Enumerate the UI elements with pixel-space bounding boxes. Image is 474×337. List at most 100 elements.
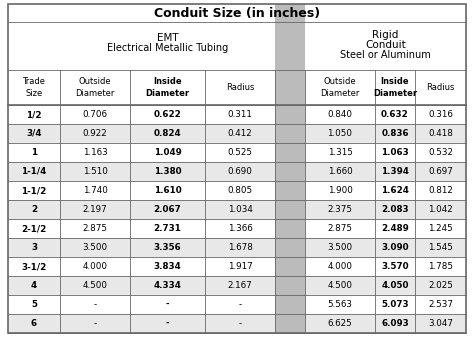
Text: 0.805: 0.805 — [228, 186, 253, 195]
Text: 1.917: 1.917 — [228, 262, 252, 271]
Text: 0.706: 0.706 — [82, 110, 108, 119]
Text: 1.245: 1.245 — [428, 224, 453, 233]
Text: Radius: Radius — [426, 83, 455, 92]
Text: 3-1/2: 3-1/2 — [21, 262, 46, 271]
Text: EMT: EMT — [157, 33, 178, 43]
Text: 0.311: 0.311 — [228, 110, 253, 119]
Text: 0.840: 0.840 — [328, 110, 353, 119]
Text: 2.067: 2.067 — [154, 205, 182, 214]
Text: Rigid: Rigid — [372, 30, 399, 40]
Text: 6.625: 6.625 — [328, 319, 352, 328]
Text: 5: 5 — [31, 300, 37, 309]
Text: 1-1/4: 1-1/4 — [21, 167, 46, 176]
Bar — [8, 238, 466, 257]
Text: 3.356: 3.356 — [154, 243, 182, 252]
Text: 1.050: 1.050 — [328, 129, 353, 138]
Text: 0.418: 0.418 — [428, 129, 453, 138]
Text: 4.500: 4.500 — [328, 281, 353, 290]
Text: Radius: Radius — [226, 83, 254, 92]
Text: 1: 1 — [31, 148, 37, 157]
Text: 1.394: 1.394 — [381, 167, 409, 176]
Text: 1.163: 1.163 — [82, 148, 108, 157]
Text: 0.532: 0.532 — [428, 148, 453, 157]
Text: Outside
Diameter: Outside Diameter — [75, 78, 115, 97]
Text: 3.834: 3.834 — [154, 262, 182, 271]
Text: Electrical Metallic Tubing: Electrical Metallic Tubing — [107, 43, 228, 53]
Text: 1.380: 1.380 — [154, 167, 182, 176]
Text: 0.690: 0.690 — [228, 167, 253, 176]
Text: 3/4: 3/4 — [26, 129, 42, 138]
Bar — [8, 162, 466, 181]
Text: 2.875: 2.875 — [328, 224, 353, 233]
Text: -: - — [238, 319, 242, 328]
Text: 6: 6 — [31, 319, 37, 328]
Text: 1.042: 1.042 — [428, 205, 453, 214]
Text: Inside
Diameter: Inside Diameter — [146, 78, 190, 97]
Text: 2.197: 2.197 — [82, 205, 108, 214]
Text: Outside
Diameter: Outside Diameter — [320, 78, 360, 97]
Text: 3.570: 3.570 — [381, 262, 409, 271]
Text: -: - — [238, 300, 242, 309]
Text: 6.093: 6.093 — [381, 319, 409, 328]
Text: 1/2: 1/2 — [26, 110, 42, 119]
Text: 1.545: 1.545 — [428, 243, 453, 252]
Bar — [8, 276, 466, 295]
Text: 2.489: 2.489 — [381, 224, 409, 233]
Text: -: - — [93, 319, 97, 328]
Text: -: - — [93, 300, 97, 309]
Text: 4.334: 4.334 — [154, 281, 182, 290]
Text: 1.785: 1.785 — [428, 262, 453, 271]
Text: 1.510: 1.510 — [82, 167, 108, 176]
Bar — [8, 200, 466, 219]
Text: 1.678: 1.678 — [228, 243, 253, 252]
Text: 5.563: 5.563 — [328, 300, 353, 309]
Text: 2.167: 2.167 — [228, 281, 252, 290]
Text: 2.731: 2.731 — [154, 224, 182, 233]
Text: 0.412: 0.412 — [228, 129, 252, 138]
Text: 3.090: 3.090 — [381, 243, 409, 252]
Text: 1.063: 1.063 — [381, 148, 409, 157]
Text: 0.622: 0.622 — [154, 110, 182, 119]
Text: 4.500: 4.500 — [82, 281, 108, 290]
Text: 4: 4 — [31, 281, 37, 290]
Text: 1.740: 1.740 — [82, 186, 108, 195]
Text: 1.034: 1.034 — [228, 205, 253, 214]
Text: 4.000: 4.000 — [328, 262, 353, 271]
Text: 4.050: 4.050 — [381, 281, 409, 290]
Text: Conduit: Conduit — [365, 40, 406, 50]
Text: 0.922: 0.922 — [82, 129, 108, 138]
Text: 2: 2 — [31, 205, 37, 214]
Text: Trade
Size: Trade Size — [22, 78, 46, 97]
Text: 3.500: 3.500 — [328, 243, 353, 252]
Text: 3: 3 — [31, 243, 37, 252]
Text: 0.632: 0.632 — [381, 110, 409, 119]
Text: 3.500: 3.500 — [82, 243, 108, 252]
Text: 1.049: 1.049 — [154, 148, 182, 157]
Text: 1-1/2: 1-1/2 — [21, 186, 46, 195]
Text: 1.610: 1.610 — [154, 186, 182, 195]
Text: 2.375: 2.375 — [328, 205, 353, 214]
Text: 1.900: 1.900 — [328, 186, 353, 195]
Text: 2.537: 2.537 — [428, 300, 453, 309]
Text: 2.083: 2.083 — [381, 205, 409, 214]
Text: 0.824: 0.824 — [154, 129, 182, 138]
Text: Inside
Diameter: Inside Diameter — [373, 78, 417, 97]
Text: 0.812: 0.812 — [428, 186, 453, 195]
Bar — [8, 124, 466, 143]
Text: 2.875: 2.875 — [82, 224, 108, 233]
Text: 0.697: 0.697 — [428, 167, 453, 176]
Bar — [8, 314, 466, 333]
Text: 0.836: 0.836 — [381, 129, 409, 138]
Text: 5.073: 5.073 — [381, 300, 409, 309]
Text: -: - — [166, 300, 169, 309]
Text: 2-1/2: 2-1/2 — [21, 224, 46, 233]
Text: 1.624: 1.624 — [381, 186, 409, 195]
Text: 4.000: 4.000 — [82, 262, 108, 271]
Text: 1.315: 1.315 — [328, 148, 353, 157]
Text: 1.366: 1.366 — [228, 224, 252, 233]
Text: 1.660: 1.660 — [328, 167, 352, 176]
Text: Conduit Size (in inches): Conduit Size (in inches) — [154, 7, 320, 21]
Text: -: - — [166, 319, 169, 328]
Text: 3.047: 3.047 — [428, 319, 453, 328]
Text: 0.316: 0.316 — [428, 110, 453, 119]
